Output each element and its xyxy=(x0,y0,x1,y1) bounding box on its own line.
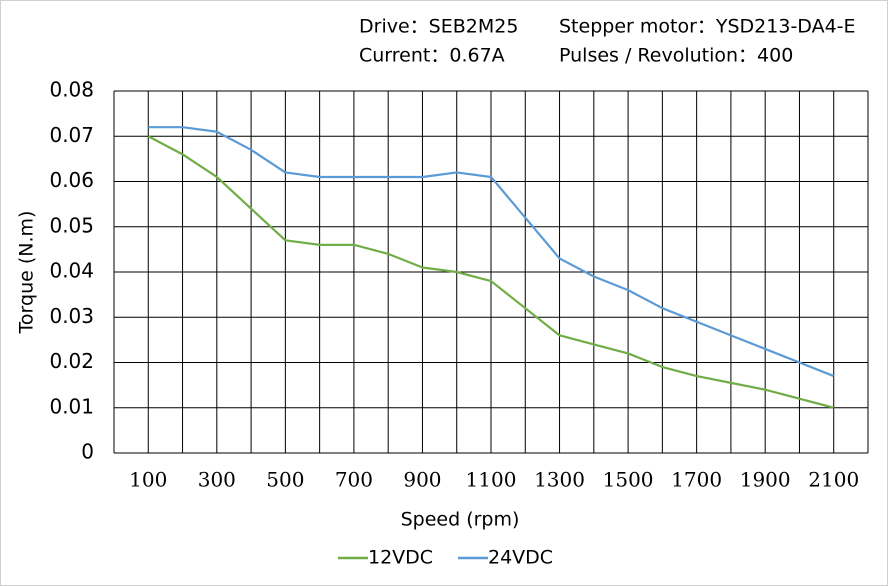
x-axis-title: Speed (rpm) xyxy=(401,509,520,531)
x-tick-label: 900 xyxy=(403,468,441,492)
y-tick-label: 0.06 xyxy=(49,168,94,192)
y-tick-label: 0.05 xyxy=(49,213,94,237)
legend-label: 12VDC xyxy=(368,547,433,569)
y-tick-label: 0.04 xyxy=(49,259,94,283)
x-tick-label: 1300 xyxy=(534,468,585,492)
x-tick-label: 100 xyxy=(129,468,167,492)
header-text: Drive：SEB2M25 xyxy=(359,16,518,38)
x-tick-label: 2100 xyxy=(808,468,859,492)
series-line xyxy=(148,126,835,378)
y-tick-label: 0 xyxy=(81,440,94,464)
x-tick-label: 1500 xyxy=(603,468,654,492)
y-tick-label: 0.02 xyxy=(49,349,94,373)
x-tick-label: 1900 xyxy=(740,468,791,492)
x-tick-label: 700 xyxy=(335,468,373,492)
y-tick-label: 0.01 xyxy=(49,394,94,418)
legend-label: 24VDC xyxy=(488,547,553,569)
y-tick-label: 0.07 xyxy=(49,123,94,147)
x-tick-label: 300 xyxy=(198,468,236,492)
x-tick-label: 1100 xyxy=(466,468,517,492)
series-line xyxy=(147,135,835,409)
y-tick-label: 0.08 xyxy=(49,78,94,102)
y-axis-title: Torque (N.m) xyxy=(16,211,38,335)
header-text: Stepper motor：YSD213-DA4-E xyxy=(559,16,856,38)
x-tick-label: 500 xyxy=(266,468,304,492)
x-tick-label: 1700 xyxy=(671,468,722,492)
header-text: Pulses / Revolution：400 xyxy=(559,45,793,67)
y-tick-label: 0.03 xyxy=(49,304,94,328)
header-text: Current：0.67A xyxy=(359,45,505,67)
